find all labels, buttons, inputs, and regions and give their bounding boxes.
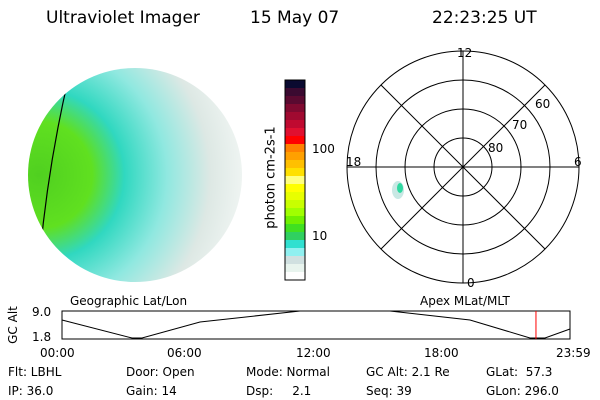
- xtick-2359: 23:59: [556, 346, 591, 360]
- altitude-timeline: [61, 310, 571, 340]
- colorbar-tick-10: 10: [312, 229, 328, 243]
- gc-alt-axis-label: GC Alt: [5, 306, 20, 344]
- ip-status: IP: 36.0: [8, 384, 54, 398]
- xtick-1200: 12:00: [296, 346, 331, 360]
- colorbar-swatch: [285, 144, 305, 153]
- colorbar-swatch: [285, 104, 305, 113]
- xtick-0000: 00:00: [40, 346, 75, 360]
- colorbar-swatch: [285, 120, 305, 129]
- apex-label: Apex MLat/MLT: [420, 294, 510, 308]
- door-status: Door: Open: [126, 365, 195, 379]
- geographic-label: Geographic Lat/Lon: [70, 294, 188, 308]
- colorbar-swatch: [285, 152, 305, 161]
- dsp-status: Dsp: 2.1: [246, 384, 312, 398]
- colorbar-swatch: [285, 208, 305, 217]
- ymin-label: 1.8: [32, 330, 52, 344]
- instrument-title: Ultraviolet Imager: [46, 8, 200, 28]
- glat-status: GLat: 57.3: [486, 365, 553, 379]
- date-label: 15 May 07: [250, 8, 340, 28]
- lat-60-label: 60: [535, 97, 551, 111]
- colorbar-swatch: [285, 168, 305, 177]
- colorbar-swatch: [285, 272, 305, 281]
- colorbar: [284, 79, 306, 281]
- colorbar-label: photon cm-2s-1: [263, 126, 279, 229]
- gc-alt-status: GC Alt: 2.1 Re: [366, 365, 450, 379]
- colorbar-swatch: [285, 192, 305, 201]
- colorbar-swatch: [285, 112, 305, 121]
- colorbar-swatch: [285, 128, 305, 137]
- earth-image: [28, 68, 242, 282]
- mlt-18-label: 18: [346, 155, 362, 169]
- colorbar-swatch: [285, 160, 305, 169]
- colorbar-swatch: [285, 232, 305, 241]
- mode-status: Mode: Normal: [246, 365, 330, 379]
- colorbar-swatch: [285, 184, 305, 193]
- colorbar-swatch: [285, 136, 305, 145]
- glon-status: GLon: 296.0: [486, 384, 559, 398]
- gain-status: Gain: 14: [126, 384, 177, 398]
- colorbar-swatch: [285, 216, 305, 225]
- filter-status: Flt: LBHL: [8, 365, 62, 379]
- colorbar-swatch: [285, 224, 305, 233]
- colorbar-swatch: [285, 248, 305, 257]
- mlt-12-label: 12: [457, 46, 473, 60]
- xtick-1800: 18:00: [424, 346, 459, 360]
- seq-status: Seq: 39: [366, 384, 412, 398]
- mlt-6-label: 6: [574, 155, 582, 169]
- colorbar-swatch: [285, 176, 305, 185]
- polar-grid: [346, 50, 580, 284]
- xtick-0600: 06:00: [167, 346, 202, 360]
- colorbar-swatch: [285, 80, 305, 89]
- colorbar-swatch: [285, 96, 305, 105]
- lat-80-label: 80: [488, 141, 504, 155]
- colorbar-swatch: [285, 88, 305, 97]
- colorbar-frame: [284, 79, 306, 281]
- colorbar-swatch: [285, 264, 305, 273]
- mlt-0-label: 0: [467, 276, 475, 290]
- lat-70-label: 70: [512, 118, 528, 132]
- time-label: 22:23:25 UT: [432, 8, 537, 28]
- colorbar-swatch: [285, 200, 305, 209]
- colorbar-swatch: [285, 256, 305, 265]
- colorbar-swatch: [285, 240, 305, 249]
- ymax-label: 9.0: [32, 305, 52, 319]
- colorbar-tick-100: 100: [312, 142, 335, 156]
